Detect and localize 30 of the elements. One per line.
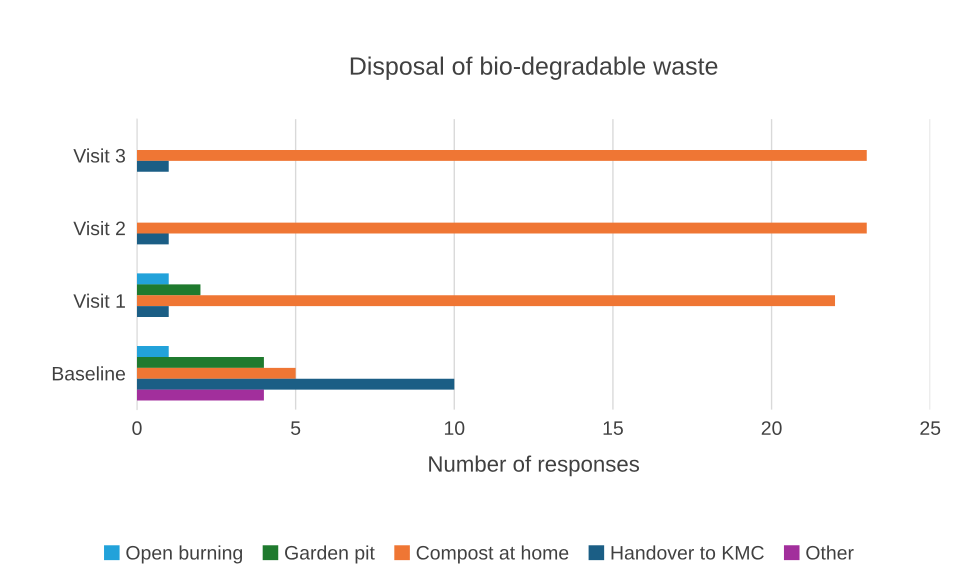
x-axis-title: Number of responses — [429, 456, 640, 476]
bar — [136, 390, 264, 401]
bar — [136, 273, 169, 284]
x-tick-label: 5 — [291, 421, 300, 435]
bar — [136, 150, 867, 161]
x-tick-label: 0 — [132, 421, 142, 435]
legend-label: Compost at home — [416, 545, 568, 564]
legend-label: Other — [806, 545, 854, 560]
bar — [136, 295, 836, 306]
bar — [136, 378, 454, 390]
bar — [136, 306, 169, 318]
x-tick-label: 20 — [762, 421, 782, 435]
bar — [136, 160, 169, 172]
bar — [136, 356, 264, 368]
bar — [136, 368, 296, 379]
bar — [136, 346, 169, 357]
y-tick-label: Visit 3 — [73, 148, 126, 163]
y-tick-label: Baseline — [52, 366, 126, 381]
x-tick-label: 10 — [444, 421, 464, 435]
legend-label: Garden pit — [285, 545, 375, 564]
x-tick-label: 25 — [920, 421, 940, 435]
y-tick-label: Visit 1 — [73, 294, 125, 308]
y-tick-label: Visit 2 — [73, 220, 125, 236]
legend-label: Open burning — [126, 545, 242, 564]
chart-title: Disposal of bio-degradable waste — [350, 56, 718, 80]
bar — [136, 222, 867, 234]
bar — [136, 284, 200, 296]
x-tick-label: 15 — [604, 421, 623, 435]
bar — [136, 233, 169, 244]
legend-label: Handover to KMC — [612, 545, 764, 560]
